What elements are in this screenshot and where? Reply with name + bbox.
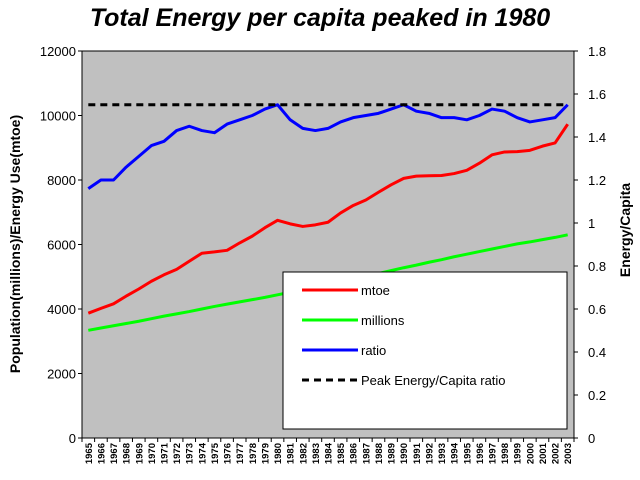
x-tick-label: 1980 (273, 443, 284, 464)
x-tick-label: 1977 (235, 443, 246, 464)
y-right-tick-label: 0.2 (588, 388, 606, 403)
y-right-tick-label: 0.4 (588, 345, 606, 360)
x-tick-label: 1979 (260, 443, 271, 464)
x-tick-label: 1976 (223, 443, 234, 464)
y-left-tick-label: 2000 (47, 367, 76, 382)
legend-label-millions: millions (361, 313, 405, 328)
x-tick-label: 1990 (399, 443, 410, 464)
x-tick-label: 1981 (286, 442, 297, 464)
y-right-tick-label: 1.4 (588, 130, 606, 145)
x-tick-label: 1973 (185, 443, 196, 464)
legend-label-ratio: ratio (361, 343, 386, 358)
x-tick-label: 1986 (349, 443, 360, 464)
x-tick-label: 1992 (424, 443, 435, 464)
x-tick-label: 1997 (488, 443, 499, 464)
y-left-tick-label: 6000 (47, 238, 76, 253)
y-left-tick-label: 0 (69, 431, 76, 446)
legend-items: mtoe millions ratio Peak Energy/Capita rati… (302, 283, 506, 388)
y-right-tick-label: 0.6 (588, 302, 606, 317)
x-tick-label: 2002 (551, 443, 562, 464)
x-tick-label: 2000 (525, 443, 536, 464)
x-tick-label: 1978 (248, 443, 259, 464)
series-line-mtoe (87, 123, 569, 315)
chart-title: Total Energy per capita peaked in 1980 (89, 4, 551, 32)
x-tick-label: 1972 (172, 443, 183, 464)
x-tick-label: 1965 (84, 442, 95, 464)
x-tick-label: 1991 (412, 442, 423, 464)
y-right-tick-label: 1.6 (588, 87, 606, 102)
x-tick-label: 1982 (298, 443, 309, 464)
x-tick-label: 1994 (450, 442, 461, 464)
x-tick-label: 2003 (563, 443, 574, 464)
x-tick-label: 1975 (210, 442, 221, 464)
x-tick-label: 1999 (513, 443, 524, 464)
y-left-tick-label: 8000 (47, 173, 76, 188)
series-line-ratio (87, 103, 569, 190)
y-axis-right-title: Energy/Capita (617, 183, 633, 277)
x-tick-label: 1974 (197, 442, 208, 464)
y-right-tick-label: 1 (588, 216, 595, 231)
y-left-tick-label: 12000 (40, 44, 76, 59)
x-tick-label: 1989 (387, 443, 398, 464)
y-right-tick-label: 0 (588, 431, 595, 446)
x-tick-label: 1967 (109, 443, 120, 464)
legend-label-peak-energy-capita-ratio: Peak Energy/Capita ratio (361, 373, 506, 388)
x-tick-label: 1984 (324, 442, 335, 464)
y-axis-left-title: Population(millions)/Energy Use(mtoe) (7, 115, 23, 373)
x-tick-label: 1966 (96, 443, 107, 464)
x-tick-label: 1993 (437, 443, 448, 464)
y-left-tick-label: 4000 (47, 302, 76, 317)
x-tick-label: 1995 (462, 442, 473, 464)
y-right-tick-label: 1.8 (588, 44, 606, 59)
x-tick-label: 2001 (538, 442, 549, 464)
y-right-tick-label: 1.2 (588, 173, 606, 188)
x-tick-label: 1998 (500, 443, 511, 464)
legend: mtoe millions ratio Peak Energy/Capita rati… (282, 271, 568, 430)
x-tick-label: 1983 (311, 443, 322, 464)
x-tick-label: 1987 (361, 443, 372, 464)
x-tick-label: 1985 (336, 442, 347, 464)
x-tick-label: 1996 (475, 443, 486, 464)
x-tick-label: 1988 (374, 443, 385, 464)
x-tick-label: 1971 (160, 442, 171, 464)
y-left-tick-label: 10000 (40, 109, 76, 124)
x-tick-label: 1969 (134, 443, 145, 464)
axis-layer: 02000400060008000100001200000.20.40.60.8… (40, 44, 606, 464)
x-tick-label: 1970 (147, 443, 158, 464)
legend-label-mtoe: mtoe (361, 283, 390, 298)
y-right-tick-label: 0.8 (588, 259, 606, 274)
x-tick-label: 1968 (122, 443, 133, 464)
